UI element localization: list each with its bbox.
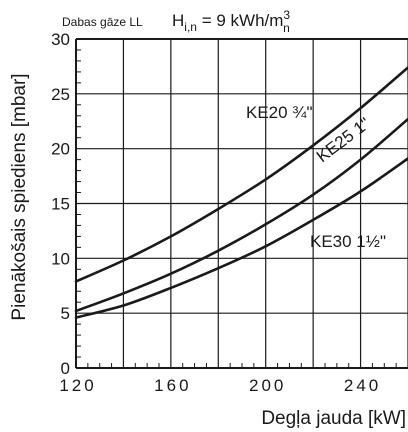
x-tick-label: 160: [154, 376, 191, 395]
x-tick-label: 240: [344, 376, 381, 395]
chart-title: Hi,n = 9 kWh/m3 n: [172, 8, 290, 35]
x-axis-label: Degļa jauda [kW]: [261, 408, 406, 429]
series-label-ke20: KE20 ¾": [246, 103, 313, 122]
tick-labels: 0 5 10 15 20 25 30 120 160 200 240: [51, 30, 381, 395]
series-line-2: [74, 157, 408, 319]
x-tick-label: 120: [59, 376, 96, 395]
series-label-ke30: KE30 1½": [310, 232, 386, 251]
y-tick-label: 15: [51, 195, 70, 214]
y-tick-label: 5: [61, 304, 70, 323]
series-line-1: [74, 117, 408, 313]
y-tick-label: 30: [51, 30, 70, 49]
series-lines: [74, 66, 408, 319]
y-tick-label: 20: [51, 140, 70, 159]
y-tick-label: 10: [51, 249, 70, 268]
minor-ticks: [76, 49, 397, 368]
y-tick-label: 0: [61, 359, 70, 378]
grid: [75, 38, 408, 369]
y-tick-label: 25: [51, 85, 70, 104]
y-axis-label: Pienākošais spiediens [mbar]: [9, 73, 30, 320]
series-line-0: [74, 66, 408, 283]
x-tick-label: 200: [249, 376, 286, 395]
chart-subtitle: Dabas gāze LL: [62, 15, 143, 29]
